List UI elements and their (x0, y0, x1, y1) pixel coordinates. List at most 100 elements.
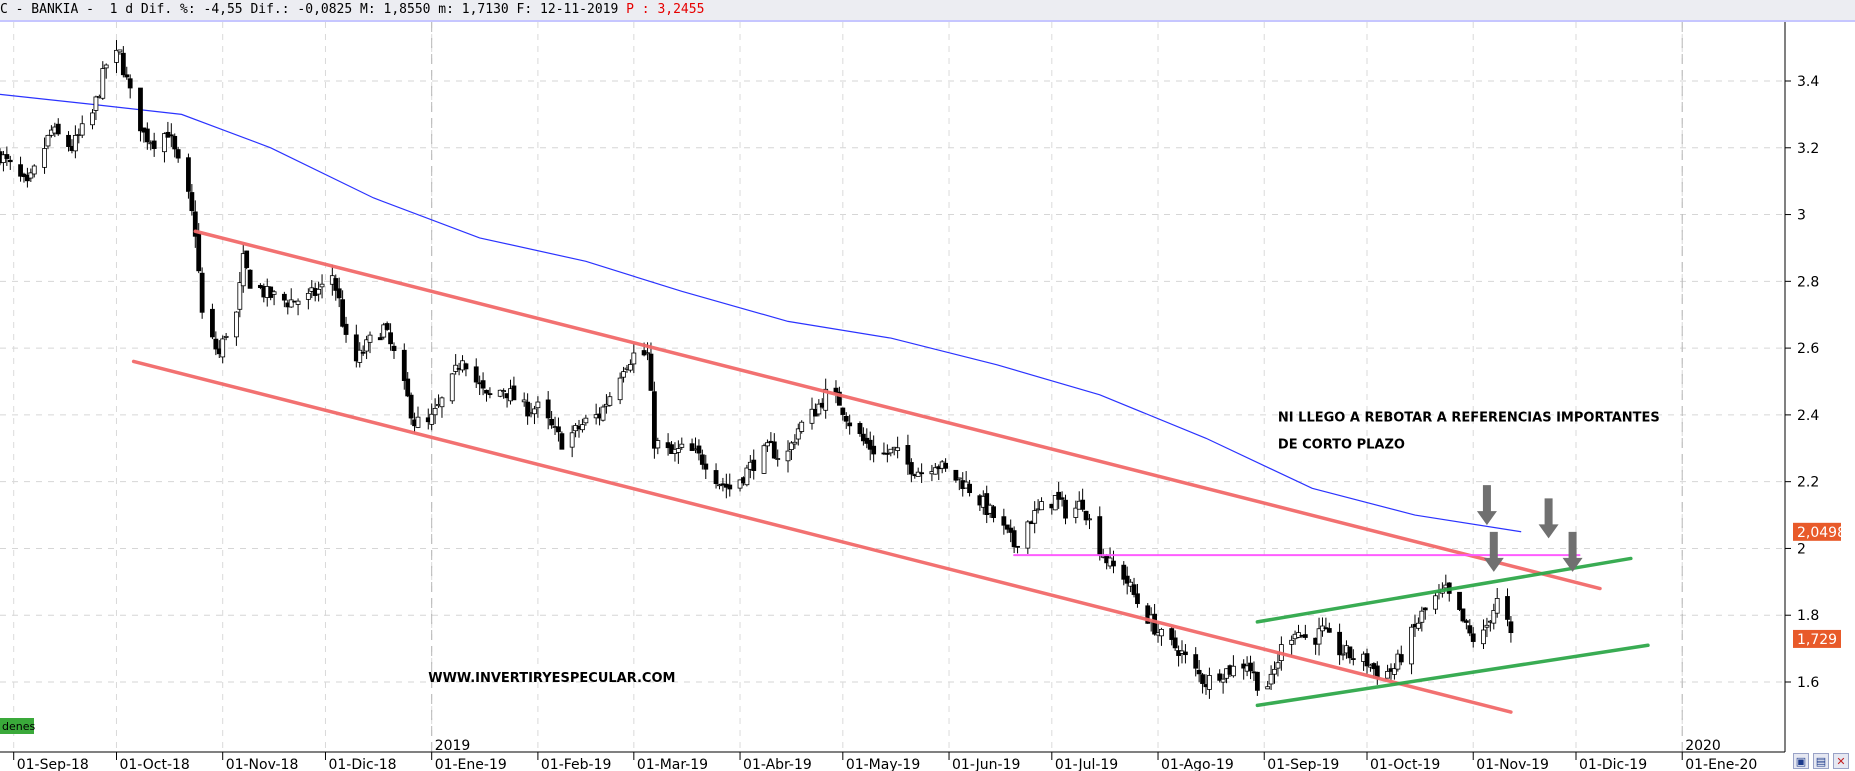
orders-tag (0, 718, 34, 734)
candle-body (497, 389, 503, 397)
candle-body (984, 493, 990, 516)
candle-body (549, 418, 555, 426)
candle-body (1032, 510, 1038, 524)
disk-icon[interactable]: ▣ (1793, 753, 1809, 769)
candle-body (843, 415, 849, 422)
candle-body (1172, 637, 1178, 649)
candle-body (1230, 665, 1236, 677)
candle-body (18, 164, 23, 177)
candle-body (1056, 491, 1062, 500)
candle-body (840, 407, 846, 415)
candle-body (689, 443, 695, 451)
candle-body (1419, 610, 1425, 623)
x-tick-label: 01-Oct-19 (1370, 757, 1440, 771)
candle-body (357, 349, 363, 363)
candle-body (1272, 668, 1277, 675)
candle-body (943, 462, 949, 469)
candle-body (1398, 654, 1404, 663)
price-chart[interactable]: 1.6 1.8 2 2.2 2.4 2.6 2.8 3 3.2 3.4 3.6 01-Sep-18 01… (0, 22, 1855, 771)
candle-body (888, 448, 894, 454)
candle-body (631, 352, 637, 365)
candle-body (1254, 671, 1260, 691)
y-tick-label: 3.6 (1797, 22, 1819, 23)
print-icon[interactable]: ▤ (1813, 753, 1829, 769)
candle-body (388, 332, 393, 345)
candle-body (1111, 560, 1116, 567)
candle-body (847, 422, 853, 427)
candle-body (1083, 510, 1089, 521)
candle-body (463, 363, 469, 370)
arrow-down-icon (1538, 498, 1559, 539)
year-label: 2020 (1685, 738, 1721, 754)
candle-body (1385, 670, 1390, 679)
x-tick-label: 01-Dic-18 (328, 757, 396, 771)
y-tick-label: 2.6 (1797, 341, 1819, 357)
candle-body (415, 416, 421, 428)
candle-body (789, 442, 794, 451)
candle-body (210, 308, 215, 338)
candle-body (785, 450, 791, 462)
y-tick-label: 3.2 (1797, 141, 1819, 157)
candle-body (511, 385, 517, 401)
candle-body (600, 406, 606, 421)
candle-body (795, 428, 801, 440)
candle-body (429, 413, 435, 425)
candle-body (220, 338, 226, 358)
candle-body (405, 378, 411, 397)
candle-body (1059, 497, 1065, 500)
candle-body (90, 112, 95, 126)
x-tick-label: 01-Oct-18 (119, 757, 189, 771)
candle-body (4, 154, 10, 159)
candle-body (895, 447, 901, 451)
candle-body (905, 445, 911, 465)
close-icon[interactable]: ✕ (1833, 753, 1849, 769)
candle-body (1200, 674, 1205, 684)
candle-body (1350, 658, 1356, 660)
x-tick-label: 01-Nov-18 (226, 757, 299, 771)
candle-body (1409, 626, 1414, 665)
candle-body (240, 253, 246, 287)
candle-body (919, 472, 925, 475)
candle-body (991, 506, 996, 519)
candle-body (535, 401, 541, 409)
candle-body (340, 299, 346, 327)
candle-body (501, 390, 507, 393)
candle-body (114, 49, 119, 63)
candle-body (93, 96, 99, 111)
year-label: 2019 (435, 738, 471, 754)
x-tick-label: 01-Sep-19 (1267, 757, 1339, 771)
candle-body (162, 133, 167, 153)
candle-body (1011, 530, 1017, 548)
candle-body (237, 282, 243, 310)
candle-body (1220, 678, 1226, 683)
candle-body (192, 211, 198, 237)
candle-body (1433, 595, 1438, 610)
header-info-text: C - BANKIA - 1 d Dif. %: -4,55 Dif.: -0,… (0, 2, 619, 17)
candle-body (744, 467, 750, 486)
candle-body (288, 299, 294, 308)
candle-body (1004, 524, 1010, 530)
candle-body (432, 407, 438, 416)
candle-body (1491, 610, 1497, 624)
trendline (193, 229, 1602, 591)
candle-body (138, 87, 143, 132)
candle-body (655, 440, 661, 449)
candle-body (244, 250, 250, 268)
candle-body (480, 380, 486, 389)
candle-body (473, 366, 479, 383)
y-tick-label: 2.2 (1797, 475, 1819, 491)
candle-body (353, 334, 359, 362)
candle-body (1169, 628, 1175, 640)
candle-body (196, 233, 202, 272)
trendline (1255, 643, 1650, 708)
candle-body (1159, 628, 1164, 637)
candle-body (305, 292, 311, 300)
price-tag (1793, 629, 1841, 648)
candle-body (765, 442, 770, 447)
candle-body (367, 334, 373, 343)
candle-body (751, 459, 757, 471)
y-tick-label: 3 (1797, 208, 1806, 224)
candle-body (559, 433, 565, 450)
candle-body (66, 134, 71, 147)
candle-body (696, 445, 702, 454)
